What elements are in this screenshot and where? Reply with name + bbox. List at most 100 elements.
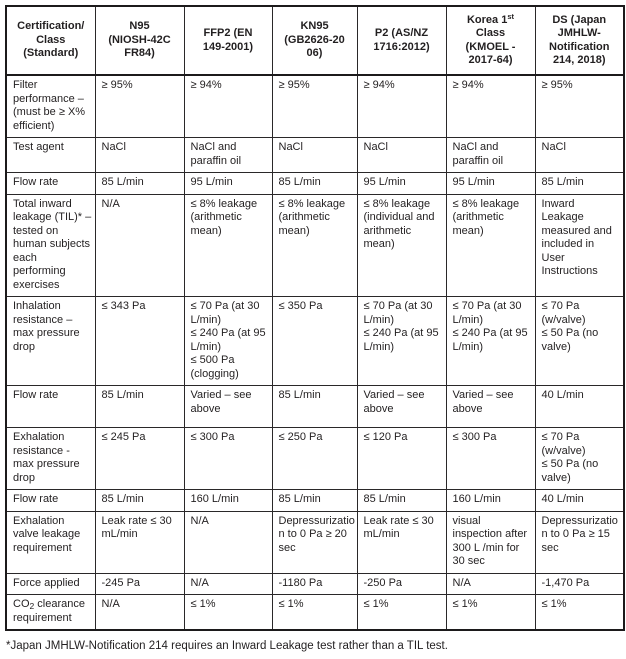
- table-cell: 85 L/min: [271, 489, 358, 512]
- table-cell: Leak rate ≤ 30 mL/min: [94, 510, 185, 574]
- table-cell: N/A: [183, 572, 273, 595]
- header-cell-certification: Certification/ Class (Standard): [5, 5, 96, 76]
- table-cell: ≤ 343 Pa: [94, 296, 185, 386]
- table-row-flow-rate-3: Flow rate 85 L/min 160 L/min 85 L/min 85…: [5, 489, 625, 512]
- table-cell: ≤ 8% leakage (arithmetic mean): [271, 193, 358, 297]
- table-row-flow-rate-1: Flow rate 85 L/min 95 L/min 85 L/min 95 …: [5, 172, 625, 195]
- table-cell: 40 L/min: [534, 489, 625, 512]
- row-label-cell: Total inward leakage (TIL)* – tested on …: [5, 193, 96, 297]
- row-label-cell: Inhalation resistance – max pressure dro…: [5, 296, 96, 386]
- row-label-cell: Filter performance – (must be ≥ X% effic…: [5, 74, 96, 138]
- table-cell: ≥ 95%: [94, 74, 185, 138]
- row-label-cell: Flow rate: [5, 489, 96, 512]
- table-row-flow-rate-2: Flow rate 85 L/min Varied – see above 85…: [5, 385, 625, 428]
- table-cell: ≤ 1%: [356, 594, 447, 631]
- table-cell: N/A: [445, 572, 536, 595]
- row-label-cell: CO2 clearance requirement: [5, 594, 96, 631]
- table-cell: 95 L/min: [356, 172, 447, 195]
- table-cell: Depressurizatio n to 0 Pa ≥ 20 sec: [271, 510, 358, 574]
- table-row-inhalation-resistance: Inhalation resistance – max pressure dro…: [5, 296, 625, 386]
- table-row-co2-clearance: CO2 clearance requirement N/A ≤ 1% ≤ 1% …: [5, 594, 625, 631]
- table-cell: Varied – see above: [183, 385, 273, 428]
- table-row-exhalation-valve-leakage: Exhalation valve leakage requirement Lea…: [5, 510, 625, 574]
- table-cell: NaCl and paraffin oil: [445, 137, 536, 173]
- table-header: Certification/ Class (Standard) N95 (NIO…: [5, 5, 625, 76]
- table-cell: ≤ 8% leakage (individual and arithmetic …: [356, 193, 447, 297]
- table-cell: Leak rate ≤ 30 mL/min: [356, 510, 447, 574]
- table-cell: N/A: [94, 193, 185, 297]
- table-cell: ≥ 94%: [356, 74, 447, 138]
- table-cell: ≤ 300 Pa: [445, 427, 536, 490]
- table-cell: Varied – see above: [356, 385, 447, 428]
- table-cell: ≤ 70 Pa (w/valve) ≤ 50 Pa (no valve): [534, 427, 625, 490]
- table-cell: 160 L/min: [183, 489, 273, 512]
- table-cell: ≤ 1%: [534, 594, 625, 631]
- table-cell: -250 Pa: [356, 572, 447, 595]
- header-cell-kn95: KN95 (GB2626-20 06): [271, 5, 358, 76]
- table-cell: ≥ 94%: [445, 74, 536, 138]
- table-cell: ≤ 70 Pa (at 30 L/min) ≤ 240 Pa (at 95 L/…: [183, 296, 273, 386]
- table-row-exhalation-resistance: Exhalation resistance - max pressure dro…: [5, 427, 625, 490]
- table-cell: visual inspection after 300 L /min for 3…: [445, 510, 536, 574]
- table-cell: 85 L/min: [271, 385, 358, 428]
- table-cell: -245 Pa: [94, 572, 185, 595]
- co2-label-post: clearance requirement: [13, 598, 85, 624]
- table-cell: ≤ 250 Pa: [271, 427, 358, 490]
- table-cell: ≤ 8% leakage (arithmetic mean): [445, 193, 536, 297]
- table-cell: 40 L/min: [534, 385, 625, 428]
- table-cell: 85 L/min: [94, 172, 185, 195]
- row-label-cell: Exhalation valve leakage requirement: [5, 510, 96, 574]
- table-cell: NaCl: [356, 137, 447, 173]
- table-cell: ≤ 120 Pa: [356, 427, 447, 490]
- row-label-cell: Force applied: [5, 572, 96, 595]
- table-cell: Depressurizatio n to 0 Pa ≥ 15 sec: [534, 510, 625, 574]
- table-cell: N/A: [183, 510, 273, 574]
- header-cell-n95: N95 (NIOSH-42C FR84): [94, 5, 185, 76]
- table-cell: NaCl: [94, 137, 185, 173]
- table-cell: ≤ 1%: [183, 594, 273, 631]
- table-cell: 85 L/min: [534, 172, 625, 195]
- row-label-cell: Test agent: [5, 137, 96, 173]
- certification-comparison-table: Certification/ Class (Standard) N95 (NIO…: [5, 5, 625, 631]
- korea-header-rest: Class (KMOEL - 2017-64): [465, 27, 516, 66]
- co2-subscript: 2: [29, 601, 35, 611]
- row-label-cell: Flow rate: [5, 385, 96, 428]
- table-cell: ≤ 70 Pa (w/valve) ≤ 50 Pa (no valve): [534, 296, 625, 386]
- table-cell: 85 L/min: [271, 172, 358, 195]
- table-cell: ≤ 70 Pa (at 30 L/min) ≤ 240 Pa (at 95 L/…: [445, 296, 536, 386]
- co2-label-pre: CO: [13, 598, 30, 610]
- table-cell: ≤ 1%: [445, 594, 536, 631]
- table-cell: ≥ 95%: [271, 74, 358, 138]
- table-cell: -1180 Pa: [271, 572, 358, 595]
- table-cell: ≤ 350 Pa: [271, 296, 358, 386]
- table-cell: ≤ 245 Pa: [94, 427, 185, 490]
- table-cell: 85 L/min: [356, 489, 447, 512]
- table-cell: ≤ 70 Pa (at 30 L/min) ≤ 240 Pa (at 95 L/…: [356, 296, 447, 386]
- table-cell: ≤ 300 Pa: [183, 427, 273, 490]
- table-cell: NaCl: [534, 137, 625, 173]
- table-cell: 160 L/min: [445, 489, 536, 512]
- table-row-force-applied: Force applied -245 Pa N/A -1180 Pa -250 …: [5, 572, 625, 595]
- table-cell: NaCl: [271, 137, 358, 173]
- table-cell: Varied – see above: [445, 385, 536, 428]
- table-cell: ≥ 94%: [183, 74, 273, 138]
- table-cell: N/A: [94, 594, 185, 631]
- row-label-cell: Flow rate: [5, 172, 96, 195]
- table-cell: ≥ 95%: [534, 74, 625, 138]
- footnote: *Japan JMHLW-Notification 214 requires a…: [6, 640, 448, 652]
- table-cell: NaCl and paraffin oil: [183, 137, 273, 173]
- header-cell-p2: P2 (AS/NZ 1716:2012): [356, 5, 447, 76]
- table-cell: 95 L/min: [183, 172, 273, 195]
- table-cell: 95 L/min: [445, 172, 536, 195]
- table-cell: Inward Leakage measured and included in …: [534, 193, 625, 297]
- table-cell: ≤ 8% leakage (arithmetic mean): [183, 193, 273, 297]
- table-row-total-inward-leakage: Total inward leakage (TIL)* – tested on …: [5, 193, 625, 297]
- korea-header-superscript: st: [507, 11, 515, 21]
- header-row: Certification/ Class (Standard) N95 (NIO…: [5, 5, 625, 76]
- header-cell-ds: DS (Japan JMHLW- Notification 214, 2018): [534, 5, 625, 76]
- table-body: Filter performance – (must be ≥ X% effic…: [5, 74, 625, 631]
- row-label-cell: Exhalation resistance - max pressure dro…: [5, 427, 96, 490]
- header-cell-korea: Korea 1st Class (KMOEL - 2017-64): [445, 5, 536, 76]
- table-row-filter-performance: Filter performance – (must be ≥ X% effic…: [5, 74, 625, 138]
